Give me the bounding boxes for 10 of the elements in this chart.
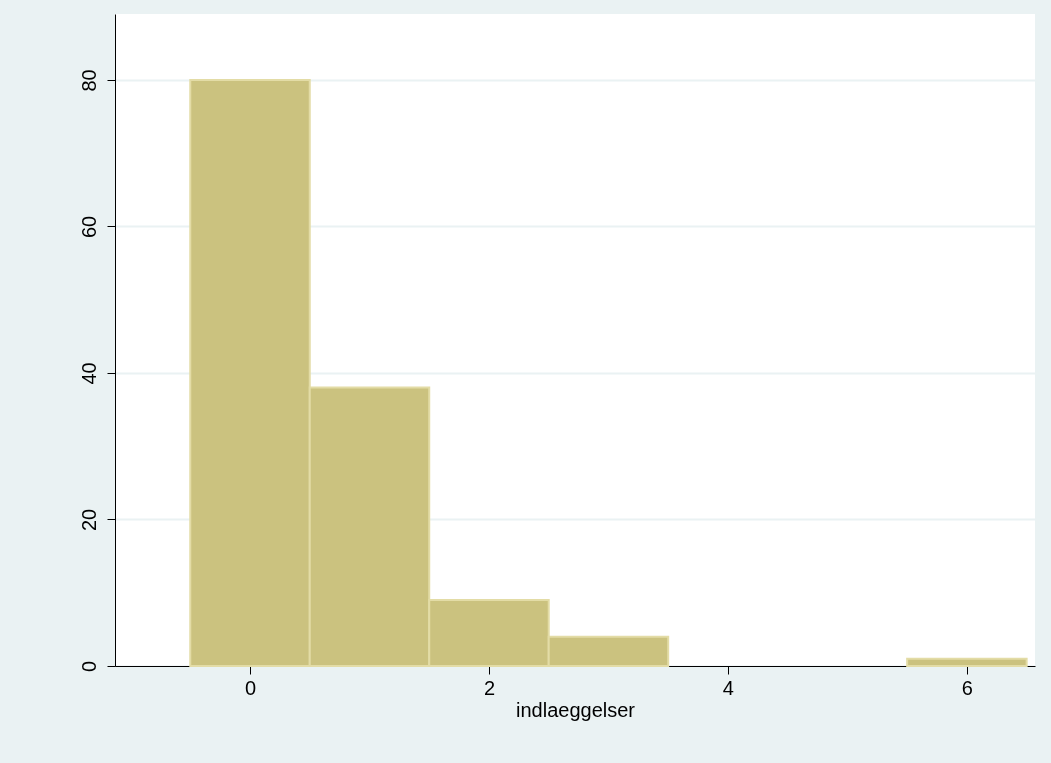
y-tick-label: 40: [77, 362, 100, 385]
x-axis-title: indlaeggelser: [516, 698, 636, 721]
x-tick-label: 6: [961, 676, 973, 699]
x-tick-label: 2: [483, 676, 496, 699]
x-tick-label: 0: [244, 676, 257, 699]
y-tick-label: 20: [77, 508, 100, 532]
y-tick-label: 80: [77, 69, 100, 92]
x-tick-label: 4: [722, 676, 734, 699]
y-tick-label: 60: [77, 215, 100, 239]
y-tick-label: 0: [77, 660, 100, 673]
